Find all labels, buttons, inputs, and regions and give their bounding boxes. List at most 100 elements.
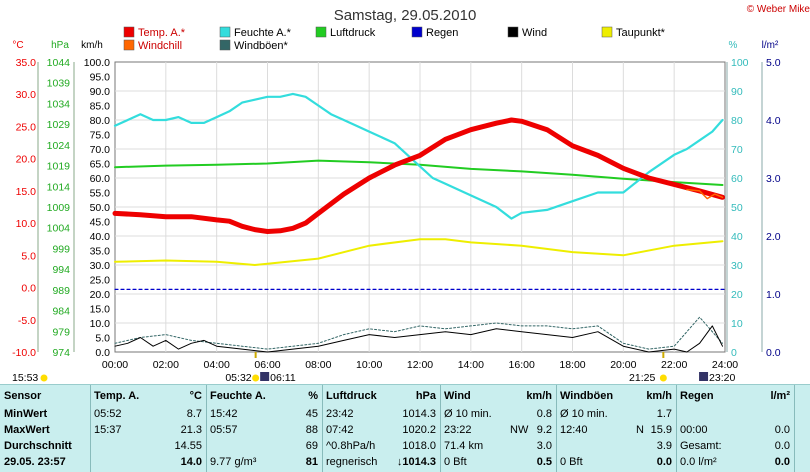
tick-label-pressure: 1034 — [47, 98, 71, 110]
axis-unit-wind: km/h — [81, 40, 103, 51]
series-windchill — [686, 188, 724, 200]
tick-label-wind: 60.0 — [90, 173, 111, 185]
tick-label-wind: 80.0 — [90, 115, 111, 127]
tick-label-humidity: 40 — [731, 231, 743, 243]
wind-direction: NW — [510, 424, 529, 436]
series-lines — [112, 92, 726, 353]
x-tick-label: 04:00 — [204, 359, 230, 371]
tick-label-humidity: 90 — [731, 86, 743, 98]
tick-label-temp: -10.0 — [12, 347, 36, 359]
pressure-avg-value: 1018.0 — [402, 440, 436, 452]
axis-unit-humidity: % — [729, 40, 738, 51]
axis-unit-pressure: hPa — [51, 40, 69, 51]
moonset-time: 23:20 — [709, 372, 735, 384]
tick-label-pressure: 1039 — [47, 78, 71, 90]
gusts-avg10-value: 1.7 — [656, 408, 672, 420]
tick-label-wind: 85.0 — [90, 101, 111, 113]
pressure-max-time: 07:42 — [326, 424, 354, 436]
legend-label: Wind — [522, 27, 547, 39]
max-label: MaxWert — [4, 424, 50, 436]
min-label: MinWert — [4, 408, 48, 420]
forecast-text: regnerisch — [326, 456, 378, 468]
legend-swatch — [601, 26, 613, 38]
series-wind — [114, 325, 723, 353]
tick-label-wind: 100.0 — [84, 57, 110, 69]
wind-avg-value: 3.0 — [536, 440, 552, 452]
series-taupunkt — [114, 238, 724, 266]
avg-label: Durchschnitt — [4, 440, 72, 452]
chart-title: Samstag, 29.05.2010 — [334, 7, 477, 24]
tick-label-rain: 1.0 — [766, 289, 781, 301]
wind-avg10-value: 0.8 — [536, 408, 552, 420]
wind-current-value: 0.5 — [536, 456, 552, 468]
legend-label: Regen — [426, 27, 458, 39]
gusts-column: Windböen km/h Ø 10 min. 1.7 12:40 N 15.9 3.9… — [560, 390, 672, 468]
legend-swatch — [507, 26, 519, 38]
legend-swatch — [123, 26, 135, 38]
tick-label-wind: 55.0 — [90, 188, 111, 200]
tick-label-wind: 30.0 — [90, 260, 111, 272]
wind-distance: 71.4 km — [444, 440, 484, 452]
sunrise-icon — [252, 374, 260, 382]
pressure-unit: hPa — [415, 390, 436, 402]
x-tick-label: 22:00 — [661, 359, 687, 371]
x-tick-label: 10:00 — [356, 359, 382, 371]
tick-label-wind: 25.0 — [90, 275, 111, 287]
tick-label-pressure: 984 — [52, 306, 70, 318]
gusts-current-value: 0.0 — [656, 456, 672, 468]
humidity-min-value: 45 — [305, 408, 318, 420]
tick-label-temp: 10.0 — [16, 218, 37, 230]
moonrise-icon — [260, 372, 270, 381]
x-tick-label: 18:00 — [559, 359, 585, 371]
humidity-min-time: 15:42 — [210, 408, 238, 420]
sunset-icon — [659, 374, 667, 382]
legend-label: Windböen* — [234, 40, 289, 52]
tick-label-wind: 5.0 — [95, 333, 110, 345]
abs-humidity: 9.77 g/m³ — [210, 456, 257, 468]
tick-label-pressure: 1019 — [47, 161, 71, 173]
humidity-current-value: 81 — [305, 456, 318, 468]
tick-label-pressure: 1024 — [47, 140, 71, 152]
series-feuchtea — [113, 92, 724, 220]
humidity-avg-value: 69 — [305, 440, 318, 452]
gusts-bft: 0 Bft — [560, 456, 583, 468]
rain-total-label: Gesamt: — [680, 440, 722, 452]
axis-ticks: 35.0 30.0 25.0 20.0 15.0 10.0 5.0 0.0 -5.0 -10.0 1… — [12, 57, 781, 371]
tick-label-pressure: 1009 — [47, 202, 71, 214]
x-tick-label: 20:00 — [610, 359, 636, 371]
tick-label-wind: 10.0 — [90, 318, 111, 330]
tick-label-wind: 40.0 — [90, 231, 111, 243]
legend-label: Luftdruck — [330, 27, 376, 39]
tick-label-temp: 30.0 — [16, 89, 37, 101]
humidity-unit: % — [308, 390, 318, 402]
tick-label-humidity: 80 — [731, 115, 743, 127]
tick-label-pressure: 1004 — [47, 223, 71, 235]
tick-label-temp: 35.0 — [16, 57, 37, 69]
tick-label-rain: 4.0 — [766, 115, 781, 127]
tick-label-pressure: 1029 — [47, 119, 71, 131]
tick-label-wind: 45.0 — [90, 217, 111, 229]
tick-label-pressure: 1044 — [47, 57, 71, 69]
series-windben — [114, 316, 723, 350]
x-tick-label: 02:00 — [153, 359, 179, 371]
plot-area — [114, 61, 726, 353]
axis-unit-temp: °C — [12, 40, 23, 51]
sensor-title: Sensor — [4, 390, 42, 402]
pressure-trend: ^0.8hPa/h — [326, 440, 376, 452]
copyright-label: © Weber Mike — [747, 4, 810, 15]
tick-label-humidity: 70 — [731, 144, 743, 156]
tick-label-humidity: 60 — [731, 173, 743, 185]
humidity-max-time: 05:57 — [210, 424, 238, 436]
tick-label-humidity: 100 — [731, 57, 749, 69]
legend-swatch — [219, 26, 231, 38]
tick-label-temp: 0.0 — [21, 283, 36, 295]
x-tick-label: 12:00 — [407, 359, 433, 371]
gusts-max-time: 12:40 — [560, 424, 588, 436]
tick-label-rain: 5.0 — [766, 57, 781, 69]
temp-unit: °C — [189, 390, 202, 402]
rain-max-value: 0.0 — [774, 424, 790, 436]
legend-swatch — [219, 39, 231, 51]
tick-label-pressure: 1014 — [47, 181, 71, 193]
humidity-column: Feuchte A.% 15:42 45 05:57 88 69 9.77 g/m³… — [206, 385, 322, 472]
pressure-current-value: ↓1014.3 — [396, 456, 436, 468]
